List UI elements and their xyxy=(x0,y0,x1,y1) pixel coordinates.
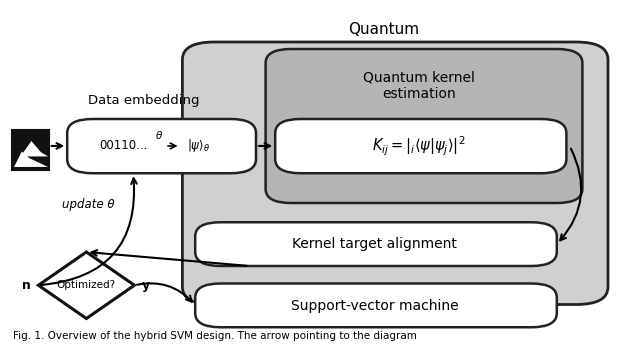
FancyBboxPatch shape xyxy=(195,284,557,327)
Polygon shape xyxy=(38,252,134,318)
Text: $|\psi\rangle_\theta$: $|\psi\rangle_\theta$ xyxy=(187,138,210,154)
FancyBboxPatch shape xyxy=(67,119,256,173)
FancyBboxPatch shape xyxy=(12,130,49,170)
Text: $\theta$: $\theta$ xyxy=(155,129,163,141)
Text: update θ: update θ xyxy=(62,198,115,211)
Text: Data embedding: Data embedding xyxy=(88,94,200,107)
Text: Kernel target alignment: Kernel target alignment xyxy=(292,237,457,251)
Text: Support-vector machine: Support-vector machine xyxy=(291,299,458,313)
Polygon shape xyxy=(14,152,48,167)
FancyBboxPatch shape xyxy=(195,222,557,266)
FancyBboxPatch shape xyxy=(182,42,608,304)
Circle shape xyxy=(14,312,27,318)
Text: Quantum kernel
estimation: Quantum kernel estimation xyxy=(364,71,475,101)
Text: n: n xyxy=(22,279,31,292)
Text: $K_{ij}=|_i\langle\psi|\psi_j\rangle|^2$: $K_{ij}=|_i\langle\psi|\psi_j\rangle|^2$ xyxy=(372,134,466,158)
Text: y: y xyxy=(142,279,150,292)
Text: Quantum: Quantum xyxy=(348,22,420,37)
Polygon shape xyxy=(20,141,48,156)
FancyBboxPatch shape xyxy=(266,49,582,203)
FancyBboxPatch shape xyxy=(275,119,566,173)
Text: 00110...: 00110... xyxy=(99,139,148,153)
Text: Fig. 1. Overview of the hybrid SVM design. The arrow pointing to the diagram: Fig. 1. Overview of the hybrid SVM desig… xyxy=(13,331,417,341)
Text: Optimized?: Optimized? xyxy=(57,280,116,290)
